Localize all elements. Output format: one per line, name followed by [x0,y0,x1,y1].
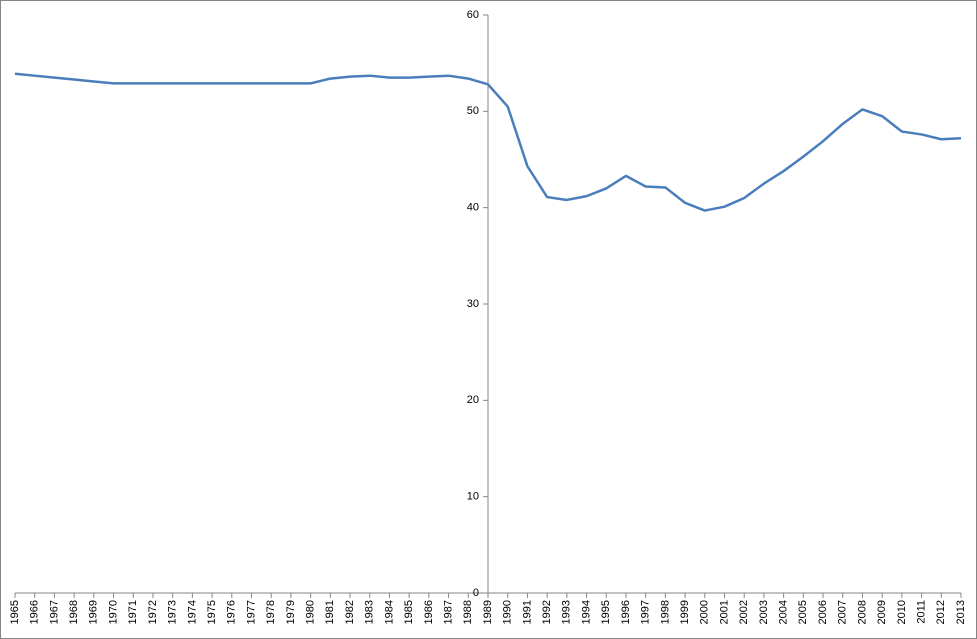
x-tick-label: 1988 [462,600,474,624]
x-tick-label: 1996 [620,600,632,624]
x-tick-label: 2003 [758,600,770,624]
x-tick-label: 2005 [797,600,809,624]
x-tick-label: 2001 [718,600,730,624]
x-tick-label: 2009 [876,600,888,624]
x-tick-label: 1984 [383,600,395,624]
x-tick-label: 1966 [29,600,41,624]
x-tick-label: 1980 [305,600,317,624]
x-tick-label: 1972 [147,600,159,624]
x-tick-label: 2010 [896,600,908,624]
x-tick-label: 1992 [541,600,553,624]
x-tick-label: 1983 [364,600,376,624]
y-tick-label: 10 [467,491,479,503]
x-tick-label: 2002 [738,600,750,624]
x-tick-label: 2000 [699,600,711,624]
x-tick-label: 1981 [324,600,336,624]
x-tick-label: 2011 [915,600,927,624]
y-tick-label: 50 [467,105,479,117]
x-tick-label: 2007 [837,600,849,624]
x-tick-label: 1991 [521,600,533,624]
y-tick-label: 60 [467,9,479,21]
x-tick-label: 1993 [561,600,573,624]
x-tick-label: 1970 [107,600,119,624]
x-tick-label: 1968 [68,600,80,624]
x-tick-label: 1967 [48,600,60,624]
y-tick-label: 20 [467,394,479,406]
x-tick-label: 2012 [935,600,947,624]
x-tick-label: 1979 [285,600,297,624]
x-tick-label: 1994 [580,600,592,624]
x-tick-label: 1987 [442,600,454,624]
x-tick-label: 1977 [245,600,257,624]
x-tick-label: 1976 [226,600,238,624]
x-tick-label: 1999 [679,600,691,624]
x-tick-label: 2006 [817,600,829,624]
x-tick-label: 2013 [955,600,967,624]
x-tick-label: 2008 [856,600,868,624]
x-tick-label: 1982 [344,600,356,624]
y-tick-label: 0 [473,587,479,599]
line [14,72,962,212]
y-tick-label: 40 [467,202,479,214]
x-tick-label: 1997 [640,600,652,624]
x-tick-label: 1971 [127,600,139,624]
x-tick-label: 1985 [403,600,415,624]
x-tick-label: 1986 [423,600,435,624]
x-tick-label: 1990 [502,600,514,624]
x-tick-label: 1974 [186,600,198,624]
x-tick-label: 1965 [9,600,21,624]
x-tick-label: 1995 [600,600,612,624]
x-tick-label: 2004 [778,600,790,624]
x-tick-label: 1998 [659,600,671,624]
x-tick-label: 1975 [206,600,218,624]
x-tick-label: 1978 [265,600,277,624]
x-tick-label: 1969 [88,600,100,624]
x-tick-label: 1973 [167,600,179,624]
x-tick-label: 1989 [482,600,494,624]
y-tick-label: 30 [467,298,479,310]
